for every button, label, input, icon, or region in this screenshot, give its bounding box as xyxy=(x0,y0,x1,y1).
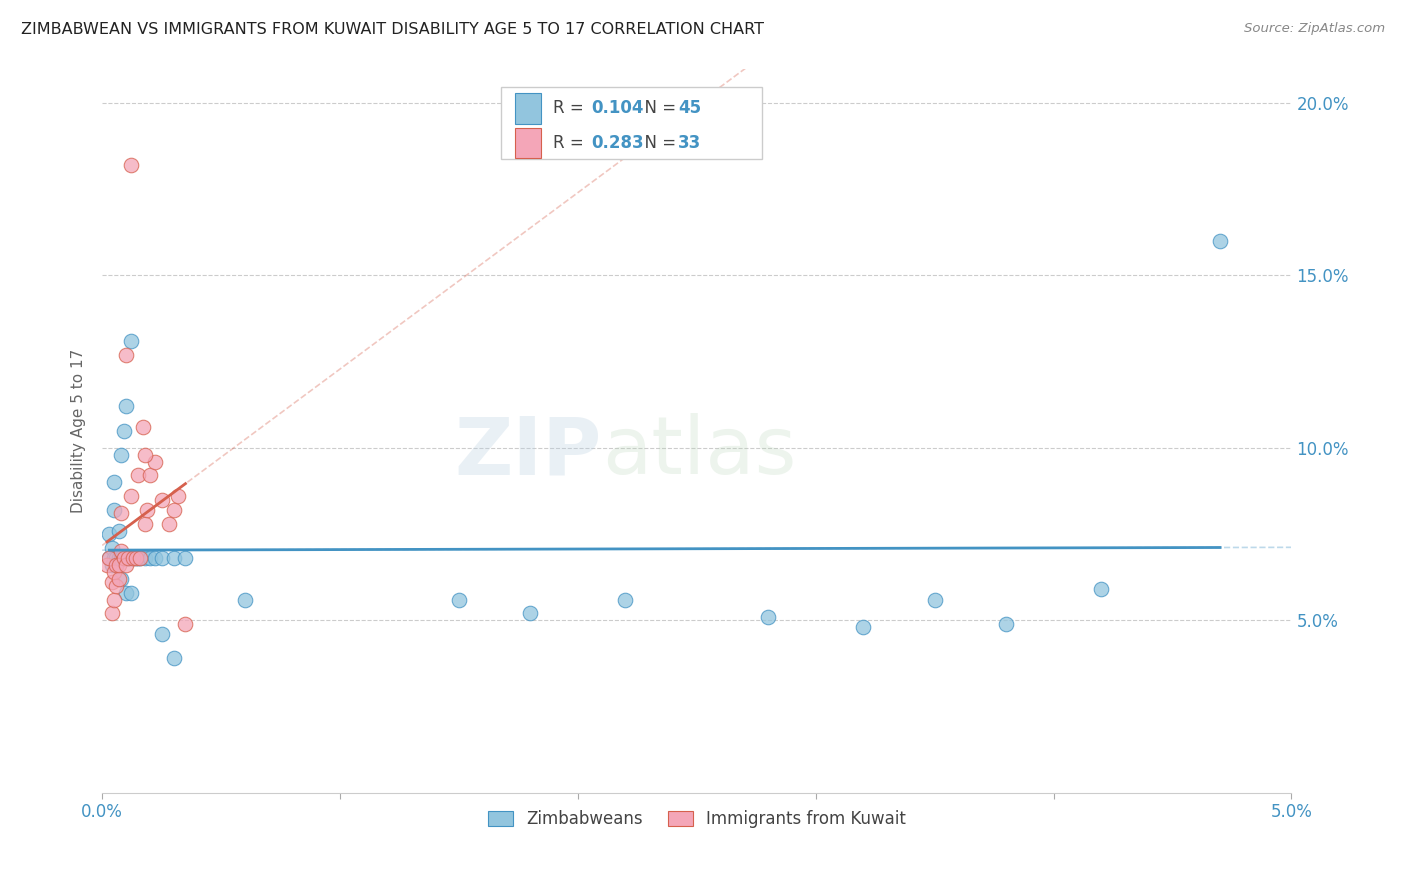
Immigrants from Kuwait xyxy=(115,558,138,572)
Text: R =: R = xyxy=(553,134,589,153)
Zimbabweans xyxy=(1090,582,1112,597)
Immigrants from Kuwait xyxy=(122,551,145,566)
Zimbabweans xyxy=(924,592,946,607)
Zimbabweans xyxy=(110,572,132,586)
Immigrants from Kuwait xyxy=(115,348,138,362)
Immigrants from Kuwait xyxy=(108,558,131,572)
Zimbabweans xyxy=(162,651,184,665)
Bar xyxy=(515,128,541,158)
Immigrants from Kuwait xyxy=(105,558,128,572)
Zimbabweans xyxy=(115,551,138,566)
Zimbabweans xyxy=(995,616,1018,631)
Immigrants from Kuwait xyxy=(157,516,180,531)
Zimbabweans xyxy=(98,551,121,566)
Immigrants from Kuwait xyxy=(108,572,131,586)
Zimbabweans xyxy=(98,527,121,541)
Zimbabweans xyxy=(143,551,166,566)
Zimbabweans xyxy=(108,524,131,538)
Text: ZIP: ZIP xyxy=(454,413,602,491)
Immigrants from Kuwait xyxy=(96,558,118,572)
Bar xyxy=(515,93,541,124)
Zimbabweans xyxy=(103,503,125,517)
Bar xyxy=(501,87,762,159)
Zimbabweans xyxy=(1209,234,1232,248)
Zimbabweans xyxy=(120,334,142,348)
Immigrants from Kuwait xyxy=(112,551,135,566)
Immigrants from Kuwait xyxy=(120,158,142,172)
Text: 45: 45 xyxy=(678,99,702,118)
Zimbabweans xyxy=(117,551,139,566)
Zimbabweans xyxy=(100,558,122,572)
Text: atlas: atlas xyxy=(602,413,796,491)
Zimbabweans xyxy=(129,551,152,566)
Zimbabweans xyxy=(110,448,132,462)
Immigrants from Kuwait xyxy=(143,455,166,469)
Immigrants from Kuwait xyxy=(110,544,132,558)
Zimbabweans xyxy=(139,551,162,566)
Immigrants from Kuwait xyxy=(167,489,190,503)
Zimbabweans xyxy=(105,558,128,572)
Zimbabweans xyxy=(852,620,875,634)
Zimbabweans xyxy=(100,541,122,555)
Immigrants from Kuwait xyxy=(139,468,162,483)
Immigrants from Kuwait xyxy=(100,607,122,621)
Immigrants from Kuwait xyxy=(131,420,153,434)
Zimbabweans xyxy=(115,585,138,599)
Zimbabweans xyxy=(112,551,135,566)
Immigrants from Kuwait xyxy=(134,448,156,462)
Zimbabweans xyxy=(134,551,156,566)
Zimbabweans xyxy=(756,609,779,624)
Zimbabweans xyxy=(614,592,637,607)
Text: N =: N = xyxy=(634,99,681,118)
Zimbabweans xyxy=(519,607,541,621)
Text: R =: R = xyxy=(553,99,589,118)
Text: 0.283: 0.283 xyxy=(591,134,644,153)
Text: N =: N = xyxy=(634,134,681,153)
Immigrants from Kuwait xyxy=(129,551,152,566)
Zimbabweans xyxy=(103,551,125,566)
Zimbabweans xyxy=(150,627,173,641)
Zimbabweans xyxy=(162,551,184,566)
Immigrants from Kuwait xyxy=(162,503,184,517)
Immigrants from Kuwait xyxy=(136,503,159,517)
Immigrants from Kuwait xyxy=(98,551,121,566)
Legend: Zimbabweans, Immigrants from Kuwait: Zimbabweans, Immigrants from Kuwait xyxy=(481,804,912,835)
Zimbabweans xyxy=(115,400,138,414)
Y-axis label: Disability Age 5 to 17: Disability Age 5 to 17 xyxy=(72,349,86,513)
Immigrants from Kuwait xyxy=(110,506,132,520)
Zimbabweans xyxy=(112,424,135,438)
Immigrants from Kuwait xyxy=(134,516,156,531)
Immigrants from Kuwait xyxy=(150,492,173,507)
Immigrants from Kuwait xyxy=(174,616,197,631)
Text: 0.104: 0.104 xyxy=(591,99,644,118)
Zimbabweans xyxy=(120,551,142,566)
Zimbabweans xyxy=(120,585,142,599)
Immigrants from Kuwait xyxy=(100,575,122,590)
Zimbabweans xyxy=(174,551,197,566)
Zimbabweans xyxy=(105,551,128,566)
Zimbabweans xyxy=(127,551,149,566)
Text: Source: ZipAtlas.com: Source: ZipAtlas.com xyxy=(1244,22,1385,36)
Text: ZIMBABWEAN VS IMMIGRANTS FROM KUWAIT DISABILITY AGE 5 TO 17 CORRELATION CHART: ZIMBABWEAN VS IMMIGRANTS FROM KUWAIT DIS… xyxy=(21,22,763,37)
Zimbabweans xyxy=(447,592,470,607)
Zimbabweans xyxy=(103,475,125,490)
Immigrants from Kuwait xyxy=(105,579,128,593)
Immigrants from Kuwait xyxy=(124,551,146,566)
Zimbabweans xyxy=(124,551,146,566)
Zimbabweans xyxy=(122,551,145,566)
Immigrants from Kuwait xyxy=(120,489,142,503)
Zimbabweans xyxy=(108,551,131,566)
Immigrants from Kuwait xyxy=(117,551,139,566)
Text: 33: 33 xyxy=(678,134,702,153)
Immigrants from Kuwait xyxy=(103,592,125,607)
Zimbabweans xyxy=(233,592,256,607)
Zimbabweans xyxy=(110,551,132,566)
Immigrants from Kuwait xyxy=(127,468,149,483)
Zimbabweans xyxy=(150,551,173,566)
Immigrants from Kuwait xyxy=(103,565,125,579)
